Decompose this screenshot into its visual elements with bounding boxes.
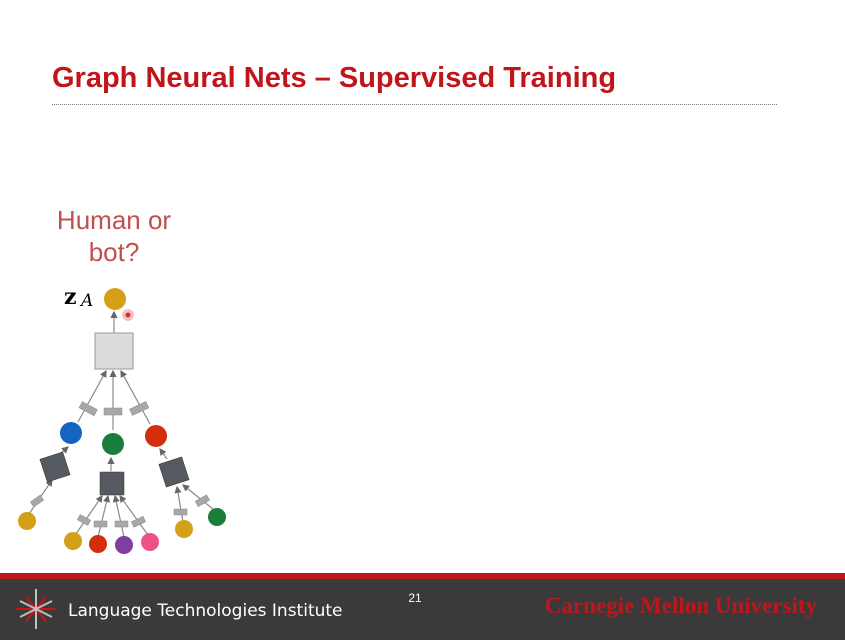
edge-gold-right-to-square: [174, 485, 184, 523]
neighbor-node-red: [145, 425, 167, 447]
leaf-node-gold: [64, 532, 82, 550]
neighbor-node-blue: [60, 422, 82, 444]
title-divider: [52, 104, 777, 105]
transform-bar: [103, 407, 123, 416]
footer-bar: Language Technologies Institute 21 Carne…: [0, 573, 845, 640]
leaf-node-green: [208, 508, 226, 526]
aggregator-square-right: [158, 456, 190, 488]
node-label-subscript-a: A: [79, 291, 93, 311]
page-number: 21: [408, 591, 422, 605]
leaf-node-red: [89, 535, 107, 553]
edge-green-right-to-square: [182, 484, 214, 510]
transform-bar: [194, 494, 210, 507]
transform-bar: [130, 515, 146, 528]
edge-right-square-to-red: [159, 448, 168, 460]
edge-gold-mid-to-square: [75, 495, 103, 535]
aggregator-square-left: [39, 451, 71, 483]
transform-bar: [173, 508, 188, 516]
target-node-a: [104, 288, 126, 310]
leaf-node-gold: [175, 520, 193, 538]
aggregator-box: [94, 332, 134, 370]
transform-bar: [114, 520, 129, 528]
leaf-node-purple: [115, 536, 133, 554]
edge-red-to-aggregator: [120, 369, 151, 425]
transform-bar: [93, 520, 108, 528]
node-label-z: z: [64, 284, 77, 310]
footer-accent-line: [0, 573, 845, 579]
neighbor-node-green: [102, 433, 124, 455]
lti-logo-icon: [16, 589, 56, 629]
transform-bar: [30, 494, 44, 508]
institute-name: Language Technologies Institute: [68, 601, 343, 621]
leaf-node-gold: [18, 512, 36, 530]
university-name: Carnegie Mellon University: [544, 593, 817, 618]
transform-bar: [76, 514, 92, 526]
transform-bar: [129, 401, 150, 416]
edge-blue-to-aggregator: [77, 369, 107, 423]
aggregator-square-middle: [99, 471, 125, 496]
gnn-computation-graph: z A: [18, 284, 226, 554]
mouse-cursor-indicator: [122, 309, 134, 321]
slide-title: Graph Neural Nets – Supervised Training: [52, 62, 617, 94]
edge-red-mid-to-square: [97, 494, 111, 538]
edge-purple-to-square: [112, 494, 125, 538]
transform-bar: [78, 401, 98, 417]
edge-pink-to-square: [119, 495, 149, 536]
leaf-node-pink: [141, 533, 159, 551]
question-line-1: Human or: [56, 205, 172, 235]
question-line-2: bot?: [88, 237, 140, 267]
question-text: Human or bot?: [40, 204, 188, 268]
